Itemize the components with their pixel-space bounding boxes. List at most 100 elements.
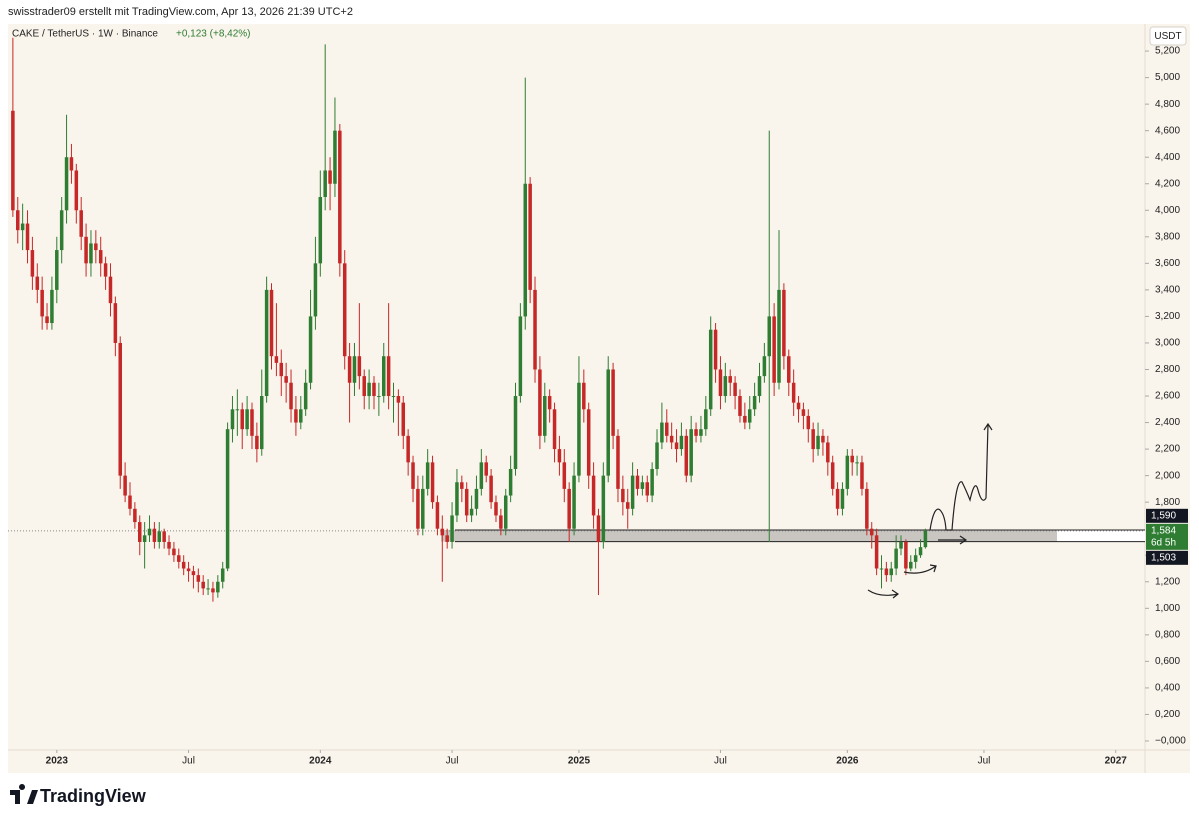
candle-body bbox=[245, 409, 249, 430]
candle-body bbox=[313, 263, 318, 317]
candle-body bbox=[747, 409, 752, 423]
chart-background bbox=[8, 24, 1190, 773]
candle-body bbox=[177, 555, 181, 562]
candle-body bbox=[157, 531, 162, 542]
y-tick-label: 3,600 bbox=[1155, 258, 1180, 269]
candle-body bbox=[625, 502, 630, 509]
candle-body bbox=[186, 568, 191, 572]
candle-body bbox=[591, 475, 596, 516]
candle-body bbox=[464, 488, 469, 516]
y-tick-label: 3,200 bbox=[1155, 311, 1180, 322]
candle-body bbox=[162, 531, 166, 542]
candle-body bbox=[679, 435, 684, 450]
candle-body bbox=[528, 183, 532, 290]
candle-body bbox=[255, 435, 259, 450]
candle-body bbox=[738, 396, 742, 416]
candle-body bbox=[318, 197, 323, 264]
candle-body bbox=[152, 528, 157, 542]
candle-body bbox=[889, 568, 894, 576]
candle-body bbox=[303, 382, 308, 410]
candle-body bbox=[865, 488, 869, 529]
logo-icon bbox=[10, 784, 38, 804]
y-tick-label: 1,000 bbox=[1155, 603, 1180, 614]
header: swisstrader09 erstellt mit TradingView.c… bbox=[8, 6, 353, 18]
candle-body bbox=[586, 409, 591, 476]
candle-body bbox=[474, 488, 479, 509]
candle-body bbox=[323, 170, 327, 198]
y-tick-label: 0,400 bbox=[1155, 683, 1180, 694]
candle-body bbox=[274, 356, 279, 363]
candle-body bbox=[577, 382, 581, 476]
candle-body bbox=[269, 289, 274, 357]
support-zone bbox=[441, 530, 1057, 542]
candle-body bbox=[35, 276, 40, 290]
candle-body bbox=[567, 488, 571, 529]
candle-body bbox=[909, 561, 913, 569]
candle-body bbox=[230, 409, 235, 430]
price-label: 1,503 bbox=[1151, 552, 1176, 563]
candle-body bbox=[172, 548, 176, 556]
candle-body bbox=[616, 435, 620, 489]
candle-body bbox=[284, 376, 288, 383]
candle-body bbox=[440, 528, 445, 536]
candle-body bbox=[460, 482, 464, 489]
candle-body bbox=[894, 548, 898, 569]
last-price-box bbox=[1146, 523, 1188, 550]
candle-body bbox=[430, 462, 435, 503]
candle-body bbox=[655, 442, 659, 469]
candle-body bbox=[913, 555, 918, 562]
candle-body bbox=[523, 183, 528, 317]
candle-body bbox=[674, 442, 679, 450]
x-tick-label: 2027 bbox=[1105, 756, 1128, 767]
candle-body bbox=[59, 210, 64, 251]
candle-body bbox=[235, 409, 240, 411]
footer-logo: TradingView bbox=[10, 784, 147, 806]
x-tick-label: 2024 bbox=[309, 756, 332, 767]
y-tick-label: 1,800 bbox=[1155, 497, 1180, 508]
candle-body bbox=[484, 462, 488, 476]
candle-body bbox=[826, 442, 830, 463]
candle-body bbox=[16, 210, 20, 231]
candle-body bbox=[752, 396, 757, 410]
candle-body bbox=[796, 402, 801, 410]
candle-body bbox=[767, 316, 772, 357]
candle-body bbox=[147, 528, 152, 536]
arrow-annotation bbox=[938, 535, 968, 545]
candle-body bbox=[372, 382, 376, 397]
candle-body bbox=[806, 415, 811, 430]
candle-body bbox=[45, 316, 49, 324]
candle-body bbox=[845, 455, 850, 489]
y-tick-label: 4,400 bbox=[1155, 152, 1180, 163]
candle-body bbox=[850, 455, 854, 463]
y-tick-label: 2,000 bbox=[1155, 470, 1180, 481]
y-tick-label: 5,200 bbox=[1155, 46, 1180, 57]
price-label-box bbox=[1146, 550, 1188, 565]
y-tick-label: 2,600 bbox=[1155, 391, 1180, 402]
change-label: +0,123 (+8,42%) bbox=[176, 29, 251, 40]
candle-body bbox=[762, 356, 767, 377]
y-tick-label: 2,400 bbox=[1155, 417, 1180, 428]
candle-body bbox=[386, 356, 391, 397]
candle-body bbox=[630, 475, 635, 509]
candle-body bbox=[904, 541, 908, 569]
candle-body bbox=[772, 316, 776, 383]
candle-body bbox=[240, 409, 244, 430]
candle-body bbox=[489, 475, 493, 503]
candle-body bbox=[211, 588, 215, 593]
candle-body bbox=[342, 263, 347, 357]
candle-body bbox=[294, 409, 298, 423]
y-tick-label: 2,800 bbox=[1155, 364, 1180, 375]
candle-body bbox=[660, 422, 664, 443]
candle-body bbox=[89, 243, 93, 264]
candle-body bbox=[133, 508, 137, 523]
candle-body bbox=[128, 495, 132, 509]
candle-body bbox=[777, 289, 781, 383]
candle-body bbox=[582, 382, 586, 410]
candle-body bbox=[279, 362, 284, 377]
candle-body bbox=[264, 289, 269, 397]
candle-body bbox=[503, 495, 508, 529]
y-tick-label: 1,200 bbox=[1155, 576, 1180, 587]
y-tick-label: 4,600 bbox=[1155, 125, 1180, 136]
